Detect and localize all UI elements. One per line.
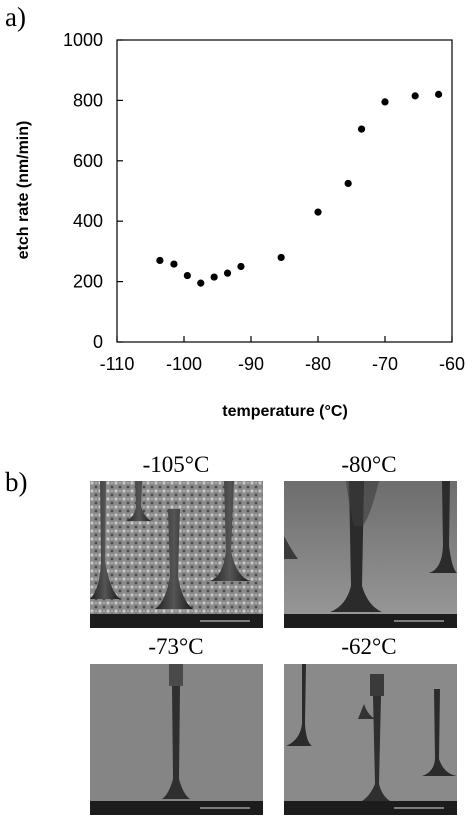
chart-ticks: -110 -100 -90 -80 -70 -60 0 200 400 600 800 1000 <box>63 30 465 374</box>
data-point <box>357 125 366 133</box>
sem-title-minus62: -62°C <box>341 634 397 659</box>
x-tick-label: -70 <box>372 354 398 374</box>
y-tick-label: 800 <box>73 90 103 110</box>
y-tick-label: 600 <box>73 151 103 171</box>
data-point <box>170 260 178 268</box>
sem-image-minus73 <box>90 664 263 815</box>
data-point <box>381 98 389 106</box>
sem-image-minus105 <box>90 481 263 628</box>
y-tick-label: 1000 <box>63 30 103 50</box>
panel-label-a: a) <box>5 2 26 32</box>
panel-label-b: b) <box>5 467 28 497</box>
chart-axes <box>116 39 453 343</box>
etch-rate-chart: -110 -100 -90 -80 -70 -60 0 200 400 600 800 1000 te… <box>15 30 465 420</box>
data-point <box>183 271 191 280</box>
sem-image-minus80 <box>284 481 457 628</box>
sem-title-minus73: -73°C <box>148 634 204 659</box>
x-tick-label: -80 <box>305 354 331 374</box>
data-point <box>156 256 164 265</box>
data-point <box>435 90 443 98</box>
x-tick-label: -60 <box>439 354 465 374</box>
data-point <box>237 262 245 271</box>
data-point <box>277 253 285 262</box>
x-tick-label: -110 <box>100 354 135 374</box>
y-tick-label: 400 <box>73 211 103 231</box>
sem-title-minus80: -80°C <box>341 452 397 477</box>
data-point <box>210 273 218 281</box>
x-axis-label: temperature (°C) <box>222 403 348 420</box>
data-point <box>197 279 205 287</box>
data-point <box>314 208 322 216</box>
x-tick-label: -100 <box>166 354 202 374</box>
x-tick-label: -90 <box>238 354 264 374</box>
plot-frame <box>116 39 453 343</box>
y-axis-label: etch rate (nm/min) <box>15 121 32 260</box>
chart-points <box>156 90 443 287</box>
sem-image-minus62 <box>284 664 457 815</box>
data-point <box>411 92 419 100</box>
data-point <box>344 179 352 188</box>
data-point <box>223 269 232 277</box>
sem-title-minus105: -105°C <box>142 452 210 477</box>
y-tick-label: 200 <box>73 272 103 292</box>
y-tick-label: 0 <box>93 332 103 352</box>
